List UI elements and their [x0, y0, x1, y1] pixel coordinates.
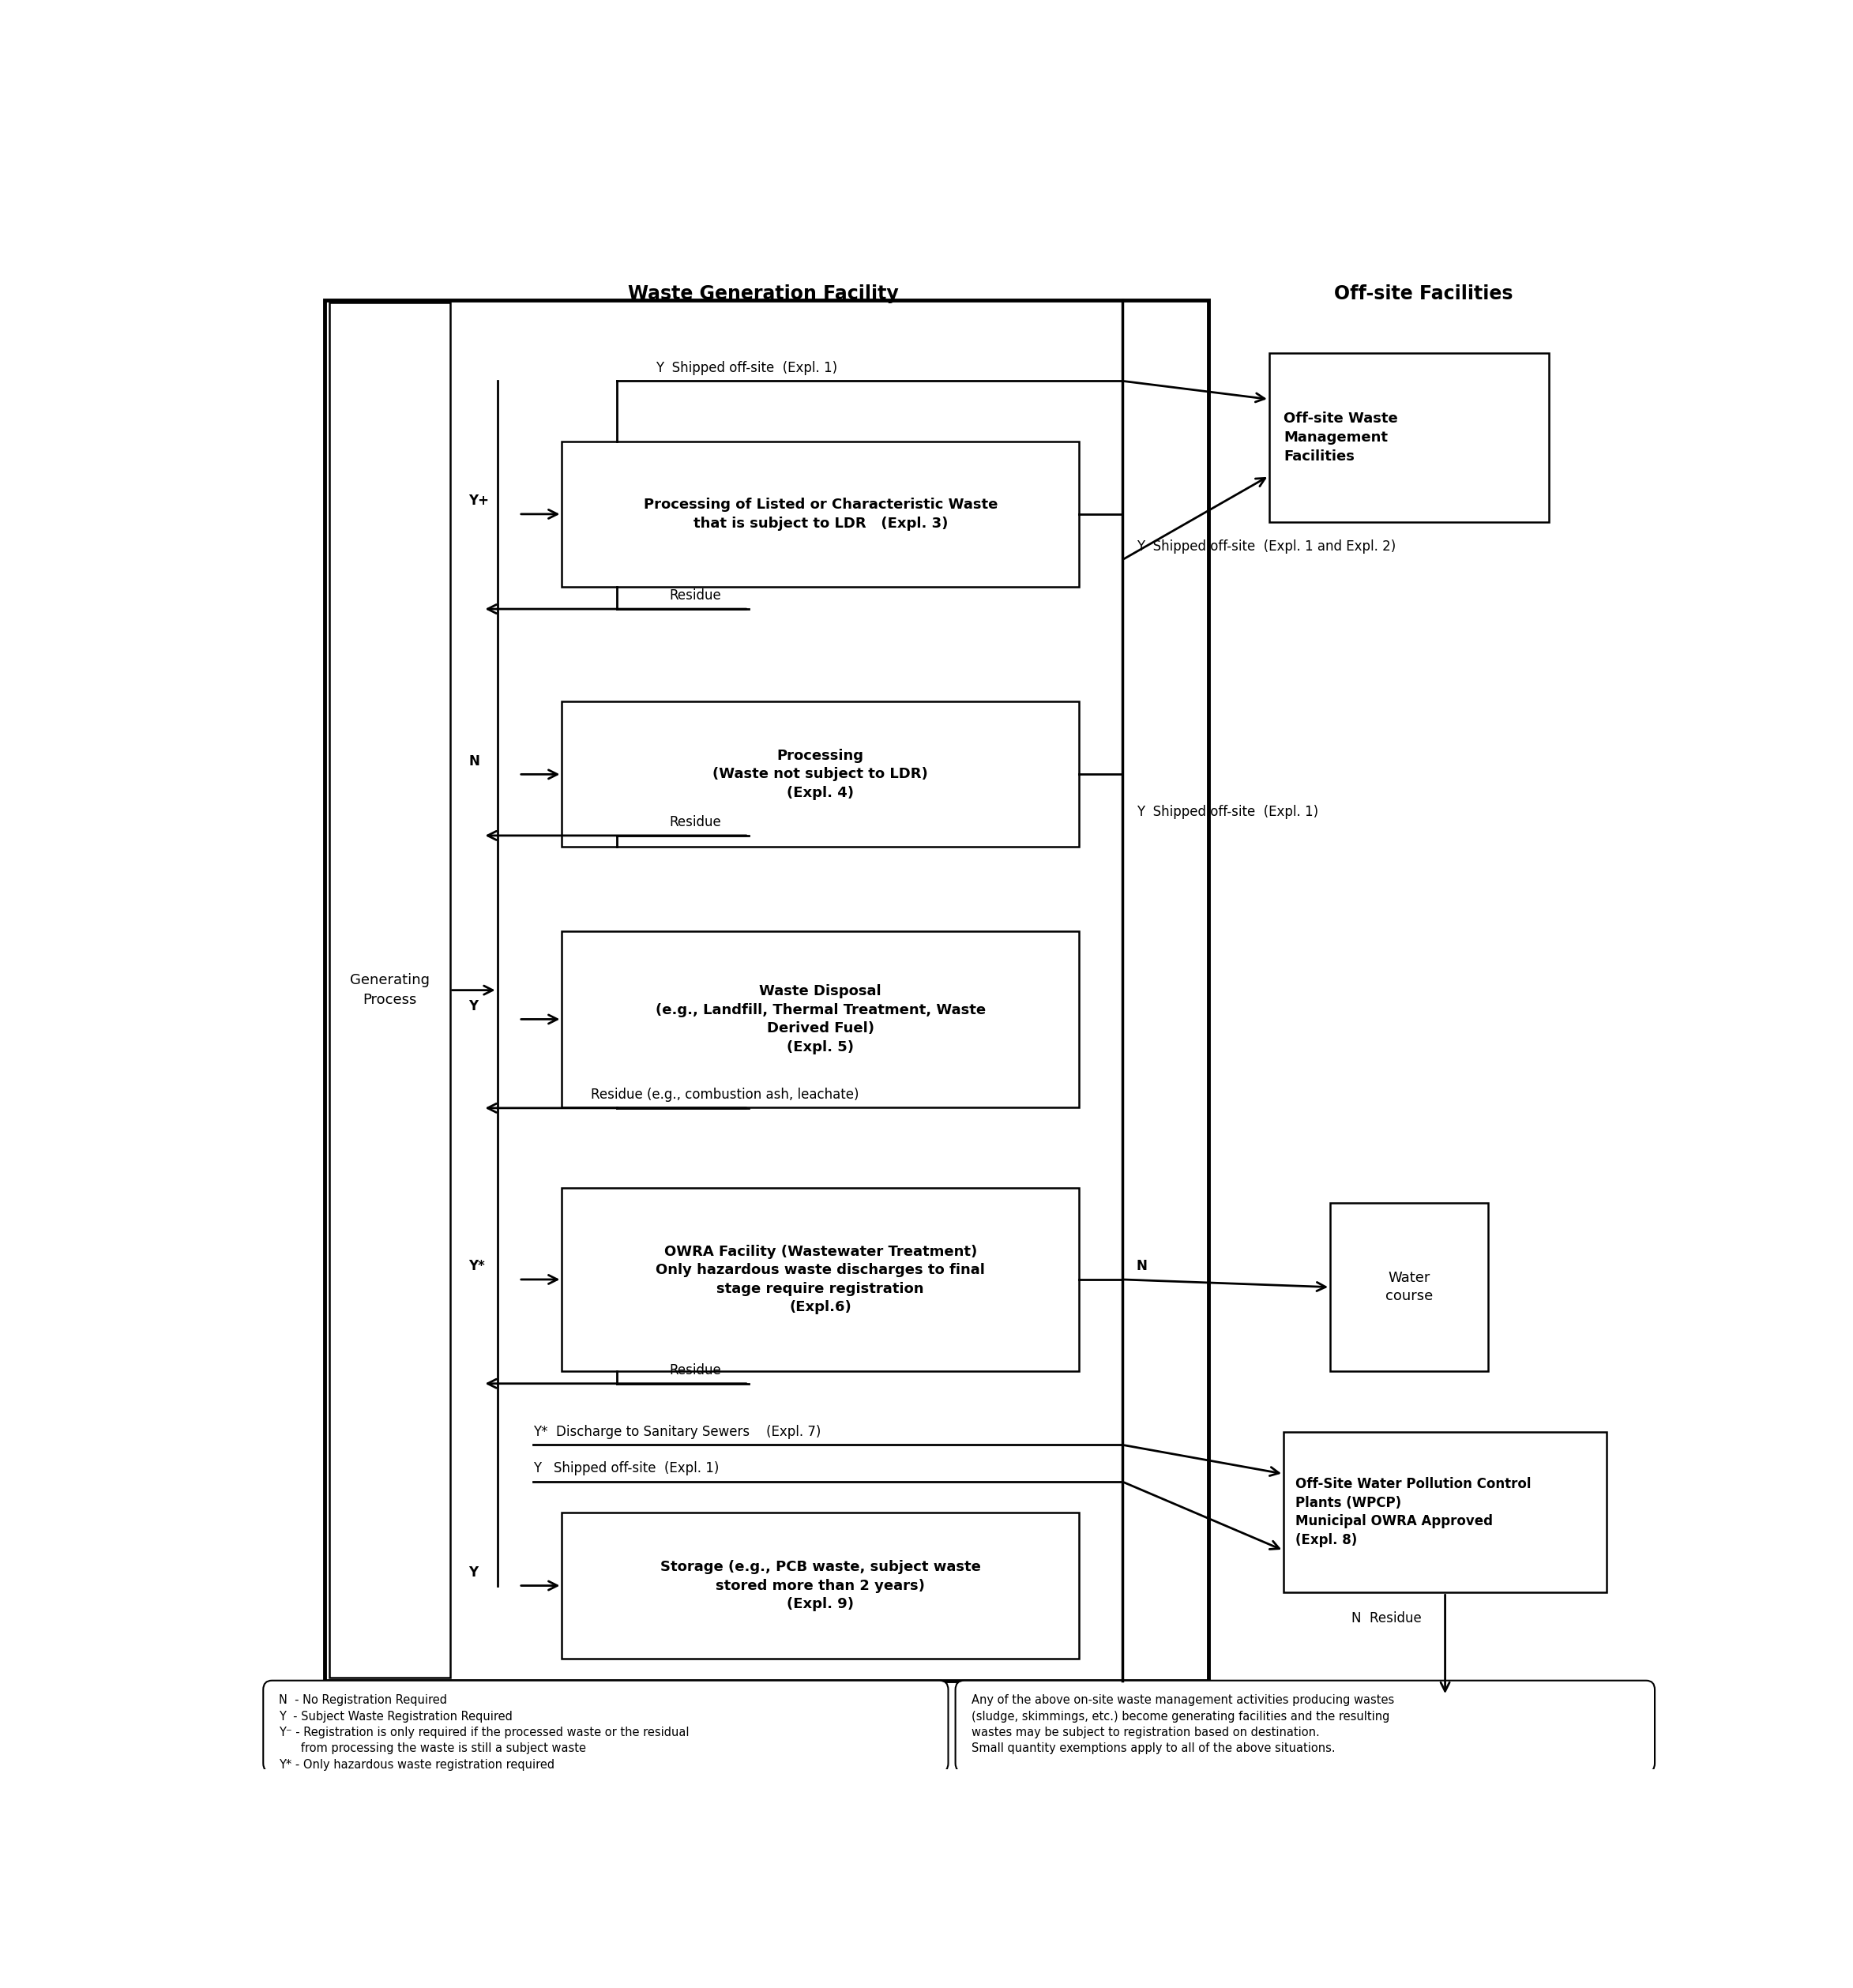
FancyBboxPatch shape: [263, 1680, 949, 1773]
FancyBboxPatch shape: [561, 1187, 1078, 1372]
Text: Off-site Waste
Management
Facilities: Off-site Waste Management Facilities: [1284, 412, 1397, 463]
FancyBboxPatch shape: [324, 300, 1208, 1680]
FancyBboxPatch shape: [1269, 354, 1549, 521]
Text: Y  Shipped off-site  (Expl. 1): Y Shipped off-site (Expl. 1): [656, 360, 838, 376]
Text: Y: Y: [469, 1565, 478, 1580]
Text: Waste Disposal
(e.g., Landfill, Thermal Treatment, Waste
Derived Fuel)
(Expl. 5): Waste Disposal (e.g., Landfill, Thermal …: [656, 984, 986, 1054]
Text: Residue: Residue: [669, 1364, 721, 1378]
Text: Processing of Listed or Characteristic Waste
that is subject to LDR   (Expl. 3): Processing of Listed or Characteristic W…: [643, 497, 997, 531]
FancyBboxPatch shape: [561, 702, 1078, 847]
Text: N: N: [1136, 1258, 1147, 1274]
Text: Y*: Y*: [469, 1258, 485, 1274]
Text: Generating
Process: Generating Process: [350, 974, 430, 1008]
FancyBboxPatch shape: [561, 930, 1078, 1107]
Text: N  - No Registration Required
Y  - Subject Waste Registration Required
Y⁻ - Regi: N - No Registration Required Y - Subject…: [280, 1694, 689, 1771]
Text: Any of the above on-site waste management activities producing wastes
(sludge, s: Any of the above on-site waste managemen…: [971, 1694, 1393, 1755]
Text: Processing
(Waste not subject to LDR)
(Expl. 4): Processing (Waste not subject to LDR) (E…: [713, 749, 928, 799]
FancyBboxPatch shape: [561, 441, 1078, 586]
FancyBboxPatch shape: [330, 302, 450, 1678]
Text: N  Residue: N Residue: [1353, 1610, 1421, 1624]
FancyBboxPatch shape: [1330, 1203, 1488, 1372]
Text: Y: Y: [469, 998, 478, 1014]
Text: Residue: Residue: [669, 588, 721, 602]
Text: Water
course: Water course: [1386, 1270, 1432, 1304]
FancyBboxPatch shape: [956, 1680, 1655, 1773]
Text: OWRA Facility (Wastewater Treatment)
Only hazardous waste discharges to final
st: OWRA Facility (Wastewater Treatment) Onl…: [656, 1244, 986, 1314]
Text: Y  Shipped off-site  (Expl. 1 and Expl. 2): Y Shipped off-site (Expl. 1 and Expl. 2): [1136, 539, 1395, 555]
Text: Storage (e.g., PCB waste, subject waste
stored more than 2 years)
(Expl. 9): Storage (e.g., PCB waste, subject waste …: [660, 1561, 980, 1612]
Text: Y   Shipped off-site  (Expl. 1): Y Shipped off-site (Expl. 1): [534, 1461, 719, 1475]
FancyBboxPatch shape: [1284, 1431, 1607, 1592]
FancyBboxPatch shape: [561, 1513, 1078, 1658]
Text: Off-Site Water Pollution Control
Plants (WPCP)
Municipal OWRA Approved
(Expl. 8): Off-Site Water Pollution Control Plants …: [1295, 1477, 1531, 1547]
Text: Residue (e.g., combustion ash, leachate): Residue (e.g., combustion ash, leachate): [591, 1087, 858, 1101]
Text: N: N: [469, 753, 480, 767]
Text: Off-site Facilities: Off-site Facilities: [1334, 284, 1514, 304]
Text: Residue: Residue: [669, 815, 721, 829]
Text: Y  Shipped off-site  (Expl. 1): Y Shipped off-site (Expl. 1): [1136, 805, 1317, 819]
Text: Y+: Y+: [469, 493, 489, 509]
Text: Waste Generation Facility: Waste Generation Facility: [628, 284, 899, 304]
Text: Y*  Discharge to Sanitary Sewers    (Expl. 7): Y* Discharge to Sanitary Sewers (Expl. 7…: [534, 1425, 821, 1439]
